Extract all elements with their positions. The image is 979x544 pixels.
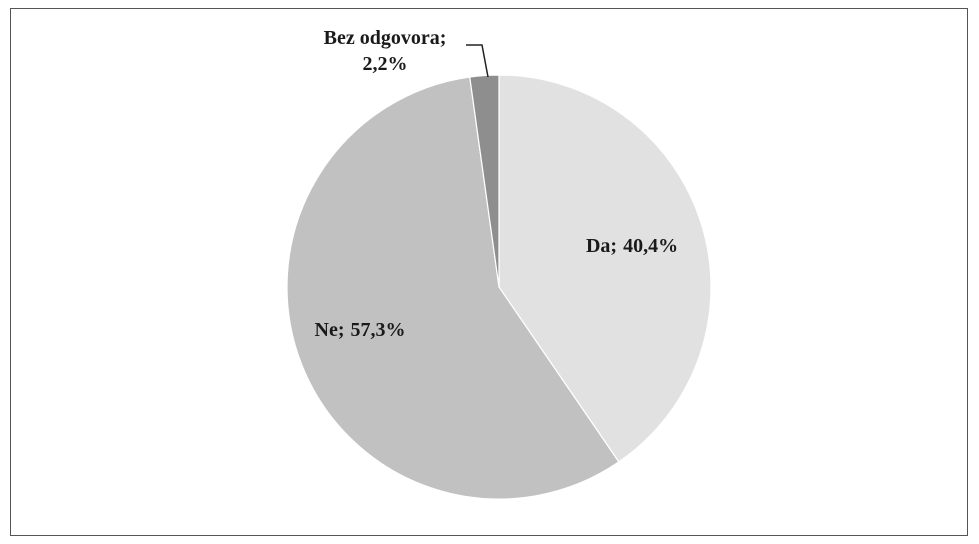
label-value: 40,4%	[623, 235, 678, 257]
label-value: 57,3%	[351, 319, 406, 341]
data-label: Ne; 57,3%	[315, 319, 406, 341]
label-separator: ;	[338, 319, 345, 341]
pie	[286, 74, 712, 500]
label-separator: ;	[610, 235, 617, 257]
data-label: Da; 40,4%	[586, 235, 678, 257]
label-category: Ne	[315, 319, 338, 341]
leader-line	[466, 44, 489, 78]
label-category: Da	[586, 235, 610, 257]
data-label: Bez odgovora; 2,2%	[324, 27, 447, 75]
label-category: Bez odgovora	[324, 27, 440, 49]
pie-slice	[469, 74, 500, 288]
pie-slice	[286, 76, 620, 500]
label-value: 2,2%	[363, 53, 408, 75]
pie-slice	[498, 74, 712, 463]
label-separator: ;	[440, 27, 447, 49]
labels: Da; 40,4% Ne; 57,3% Bez odgovora; 2,2%	[315, 27, 679, 341]
